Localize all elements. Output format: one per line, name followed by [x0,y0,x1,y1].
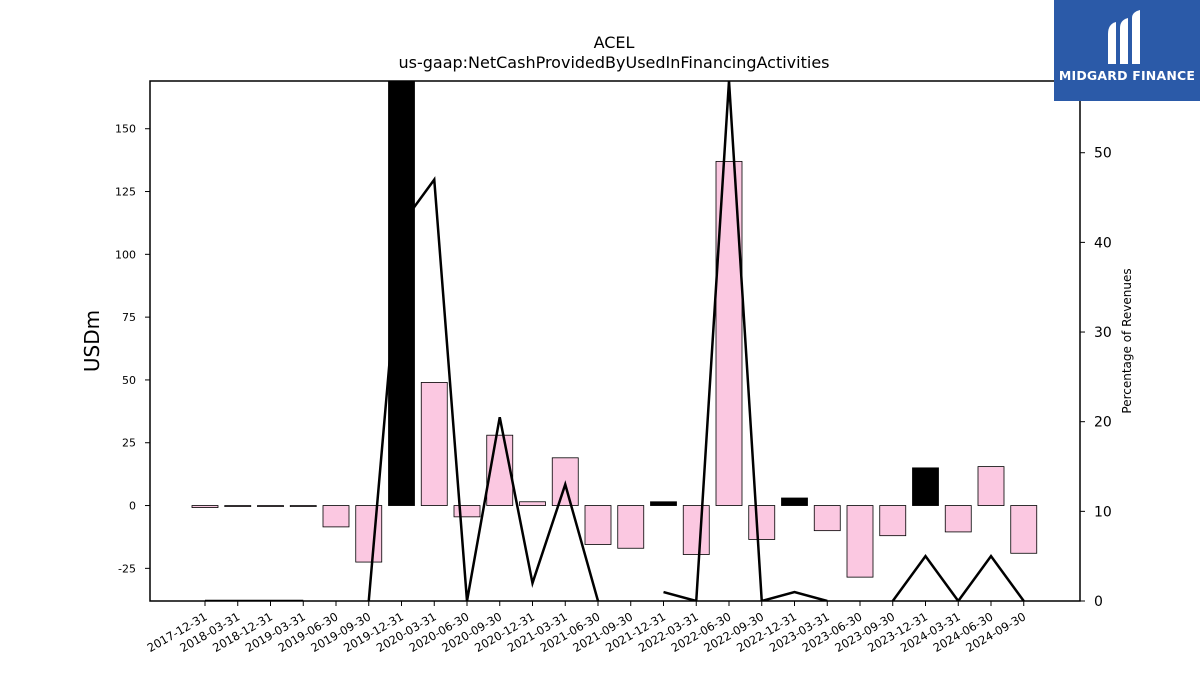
logo-text: MIDGARD FINANCE [1058,68,1196,83]
bar-2024-09-30 [1010,505,1038,554]
y-tick-label: 75 [122,311,136,324]
y-axis-left: -25 0 25 50 75 100 125 150 [115,123,150,575]
bar-2020-03-31 [420,382,448,506]
bar-2017-12-31 [191,505,219,508]
bar-2021-09-30 [617,505,645,549]
y-axis-label: USDm [80,310,104,372]
y2-tick-label: 10 [1094,504,1112,520]
bar-2018-12-31 [257,505,284,507]
bar-2024-06-30 [977,466,1005,506]
y-tick-label: 0 [129,500,136,513]
bar-2019-12-31 [388,80,415,506]
y2-axis-label: Percentage of Revenues [1120,268,1134,413]
bar-2023-09-30 [879,505,907,537]
x-axis: 2017-12-312018-03-312018-12-312019-03-31… [145,601,1028,655]
bars [191,80,1038,578]
bar-2020-12-31 [519,501,546,506]
y-tick-label: 150 [115,123,136,136]
y-tick-label: 50 [122,374,136,387]
bar-2019-09-30 [355,505,383,563]
bar-2019-06-30 [322,505,350,528]
y-tick-label: -25 [118,562,136,575]
y2-tick-label: 30 [1094,325,1112,341]
y-tick-label: 25 [122,437,136,450]
percentage-line [205,81,1025,601]
y-tick-label: 125 [115,186,136,199]
bar-2021-12-31 [650,501,677,506]
bar-2023-03-31 [813,505,841,532]
bar-2022-09-30 [748,505,776,540]
chart-title: ACEL [594,33,635,52]
bar-2018-03-31 [224,505,252,507]
bar-2022-12-31 [781,497,808,506]
bar-2019-03-31 [289,505,317,507]
bar-2023-12-31 [912,467,939,506]
bar-2024-03-31 [944,505,972,533]
y2-tick-label: 40 [1094,235,1112,251]
bar-2020-06-30 [453,505,481,518]
bar-2023-06-30 [846,505,874,578]
bar-2022-03-31 [682,505,710,555]
percentage-line-segment [663,81,828,601]
y2-tick-label: 0 [1094,594,1103,610]
chart-subtitle: us-gaap:NetCashProvidedByUsedInFinancing… [398,53,829,72]
y2-tick-label: 20 [1094,415,1112,431]
logo: MIDGARD FINANCE [1054,0,1200,101]
y-axis-right: 0 10 20 30 40 50 [1080,146,1112,610]
logo-mark-icon [1108,10,1140,64]
percentage-line-segment [367,176,600,601]
percentage-line-segment [891,554,1025,601]
bar-2021-06-30 [584,505,612,545]
plot-frame [149,80,1081,602]
y2-tick-label: 50 [1094,146,1112,162]
y-tick-label: 100 [115,248,136,261]
